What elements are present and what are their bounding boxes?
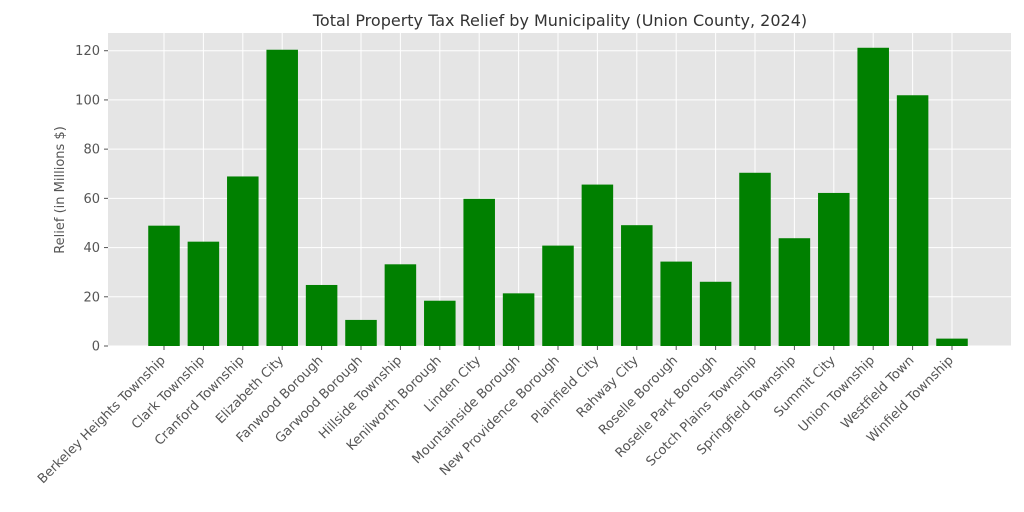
bar-elizabeth-city: [266, 49, 298, 347]
y-tick-label: 20: [83, 290, 100, 305]
bar-roselle-park-borough: [699, 281, 732, 346]
y-tick-label: 0: [92, 340, 100, 355]
bar-berkeley-heights-township: [148, 225, 180, 346]
bar-cranford-township: [227, 176, 259, 346]
bar-roselle-borough: [660, 261, 692, 346]
y-tick-label: 80: [83, 143, 100, 158]
bar-westfield-town: [896, 95, 929, 347]
bar-clark-township: [187, 241, 220, 346]
y-axis-label: Relief (in Millions $): [53, 126, 68, 254]
bar-winfield-township: [936, 338, 968, 346]
bar-fanwood-borough: [305, 284, 338, 346]
bar-linden-city: [463, 198, 495, 346]
bar-plainfield-city: [581, 184, 614, 346]
bar-garwood-borough: [345, 319, 377, 346]
y-tick-label: 120: [75, 44, 100, 59]
bar-kenilworth-borough: [424, 300, 456, 346]
bar-hillside-township: [384, 264, 417, 346]
bar-summit-city: [818, 192, 850, 346]
bar-springfield-township: [778, 238, 811, 346]
bar-rahway-city: [621, 225, 653, 346]
x-tick-label: Elizabeth City: [213, 353, 287, 427]
y-axis-ticks: 0 20 40 60 80 100 120: [75, 44, 108, 355]
x-tick-label: Plainfield City: [529, 353, 603, 427]
bar-scotch-plains-township: [739, 172, 771, 346]
bar-mountainside-borough: [502, 293, 535, 346]
y-tick-label: 60: [83, 192, 100, 207]
bar-union-township: [857, 47, 889, 346]
y-tick-label: 100: [75, 93, 100, 108]
bars: [148, 47, 968, 347]
chart-title: Total Property Tax Relief by Municipalit…: [312, 11, 807, 30]
bar-new-providence-borough: [542, 245, 574, 346]
y-tick-label: 40: [83, 241, 100, 256]
